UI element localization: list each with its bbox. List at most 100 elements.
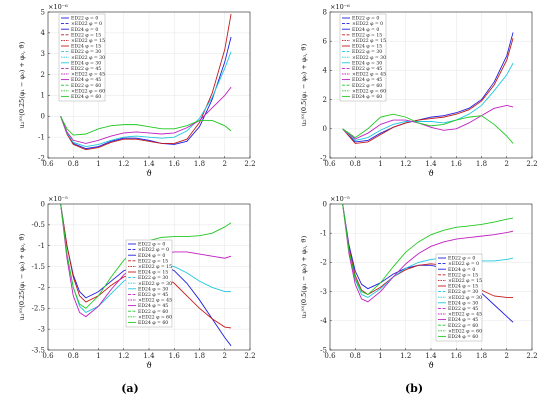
y-axis-label: u₂⁽⁰⁾(0.5(φ₁ − φ₀) + φ₀, ϑ) [300, 43, 308, 126]
chart-panel-3: 0.6 0.8 1 1.2 1.4 1.6 1.8 2 2.2 -3.5 -3 -2.5 -2 -1.5 -… [18, 195, 256, 370]
legend-label: ED24 φ = 0 [71, 27, 98, 33]
legend-label: ED22 φ = 60 [71, 83, 101, 89]
series-line [342, 38, 514, 144]
y-tick-label: 6 [323, 38, 328, 46]
legend-label: ED24 φ = 30 [71, 60, 101, 66]
legend-label: ED24 φ = 45 [138, 303, 168, 309]
x-tick-label: 0.8 [350, 352, 361, 360]
y-tick-label: 0 [323, 125, 327, 133]
axis-multiplier: ×10⁻⁶ [48, 3, 68, 11]
series-line [60, 36, 232, 150]
x-tick-label: 1 [378, 352, 382, 360]
legend-label: ED24 φ = 60 [71, 94, 101, 100]
x-tick-label: 1.2 [400, 160, 411, 168]
legend-label: ×ED22 φ = 60 [448, 328, 482, 334]
axis-multiplier: ×10⁻⁵ [330, 195, 350, 203]
series-line [342, 203, 514, 296]
legend-label: ED24 φ = 15 [138, 270, 168, 276]
chart-panel-2: 0.6 0.8 1 1.2 1.4 1.6 1.8 2 2.2 -2 0 2 4 6 8×10⁻⁶ ϑ u₂⁽⁰… [300, 3, 538, 178]
legend-label: ×ED22 φ = 45 [71, 72, 105, 78]
legend-label: ED24 φ = 60 [352, 94, 382, 100]
x-axis-label: ϑ [428, 361, 434, 370]
x-tick-label: 1.6 [169, 352, 181, 360]
x-tick-label: 1.4 [425, 160, 437, 168]
x-axis-label: ϑ [146, 361, 152, 370]
legend-label: ED24 φ = 45 [352, 77, 382, 83]
legend-label: ED22 φ = 15 [71, 32, 101, 38]
x-tick-label: 0.8 [350, 160, 361, 168]
y-tick-label: 3 [41, 50, 45, 58]
legend-label: ×ED22 φ = 45 [352, 72, 386, 78]
y-axis-label: u₃⁽⁰⁾(0.25(φ₁ − φ₀) + φ₀, ϑ) [18, 233, 26, 320]
x-tick-label: 0.6 [324, 160, 336, 168]
x-axis-label: ϑ [428, 169, 434, 178]
y-tick-label: -2.5 [32, 305, 46, 313]
x-tick-label: 2 [223, 352, 227, 360]
x-tick-label: 1 [96, 160, 100, 168]
series-line [342, 203, 514, 323]
x-tick-label: 1.8 [194, 160, 205, 168]
chart-panel-1: 0.6 0.8 1 1.2 1.4 1.6 1.8 2 2.2 -2 -1 0 1 2 3 4 5×10⁻⁶ ϑ u… [18, 3, 256, 178]
y-tick-label: -3.5 [32, 346, 46, 354]
legend-label: ED22 φ = 60 [352, 83, 382, 89]
y-tick-label: -3 [38, 325, 45, 333]
legend-label: ×ED22 φ = 0 [352, 21, 383, 27]
panel-label-a: (a) [121, 382, 139, 395]
x-tick-label: 0.8 [68, 160, 79, 168]
legend-label: ED24 φ = 45 [448, 317, 478, 323]
series-line [60, 51, 232, 147]
x-tick-label: 1.2 [118, 160, 129, 168]
axis-multiplier: ×10⁻⁶ [330, 3, 350, 11]
legend-label: ED24 φ = 30 [448, 300, 478, 306]
legend-label: ×ED22 φ = 15 [138, 264, 172, 270]
x-tick-label: 0.6 [42, 352, 54, 360]
y-tick-label: 4 [41, 29, 46, 37]
legend-label: ×ED22 φ = 15 [352, 38, 386, 44]
y-tick-label: 2 [41, 71, 45, 79]
legend-label: ED24 φ = 30 [138, 286, 168, 292]
legend-label: ×ED22 φ = 30 [352, 55, 386, 61]
legend-label: ED24 φ = 15 [352, 44, 382, 50]
legend-label: ×ED22 φ = 45 [448, 312, 482, 318]
legend-label: ED22 φ = 0 [138, 242, 165, 248]
y-tick-label: -1 [38, 133, 45, 141]
y-tick-label: 0 [323, 200, 327, 208]
y-tick-label: 8 [323, 8, 327, 16]
series-line [342, 203, 514, 303]
legend-label: ×ED22 φ = 30 [138, 281, 172, 287]
x-tick-label: 1.8 [194, 352, 205, 360]
x-tick-label: 1.2 [400, 352, 411, 360]
legend-label: ED22 φ = 15 [138, 258, 168, 264]
axis-multiplier: ×10⁻⁵ [48, 195, 68, 203]
legend-label: ED22 φ = 60 [448, 323, 478, 329]
legend-label: ED22 φ = 0 [352, 16, 379, 22]
legend-label: ED24 φ = 0 [448, 267, 475, 273]
legend-label: ×ED22 φ = 0 [138, 247, 169, 253]
y-tick-label: -5 [320, 346, 327, 354]
chart-panel-4: 0.6 0.8 1 1.2 1.4 1.6 1.8 2 2.2 -5 -4 -3 -2 -1 0×10⁻⁵ ϑ… [300, 195, 538, 370]
y-axis-label: u₃⁽⁰⁾(0.5(φ₁ − φ₀) + φ₀, ϑ) [300, 235, 308, 318]
x-tick-label: 2.2 [244, 352, 255, 360]
legend-label: ED22 φ = 15 [448, 272, 478, 278]
y-tick-label: -1.5 [32, 263, 46, 271]
series-line [342, 104, 514, 140]
series-line [60, 86, 232, 144]
x-tick-label: 1.2 [118, 352, 129, 360]
legend-label: ×ED22 φ = 30 [71, 55, 105, 61]
x-tick-label: 1.6 [451, 352, 463, 360]
y-tick-label: -2 [38, 154, 45, 162]
legend-label: ×ED22 φ = 15 [71, 38, 105, 44]
y-tick-label: 5 [41, 8, 45, 16]
legend-label: ED22 φ = 45 [448, 306, 478, 312]
panel-label-b: (b) [405, 382, 423, 395]
x-tick-label: 0.6 [42, 160, 54, 168]
legend-label: ×ED22 φ = 60 [71, 88, 105, 94]
legend-label: ED24 φ = 0 [138, 253, 165, 259]
series-line [60, 116, 232, 136]
x-tick-label: 2 [505, 160, 509, 168]
legend-label: ED22 φ = 30 [71, 49, 101, 55]
x-tick-label: 1.4 [143, 160, 155, 168]
legend-label: ED22 φ = 30 [138, 275, 168, 281]
legend-label: ×ED22 φ = 60 [352, 88, 386, 94]
x-tick-label: 1.4 [143, 352, 155, 360]
